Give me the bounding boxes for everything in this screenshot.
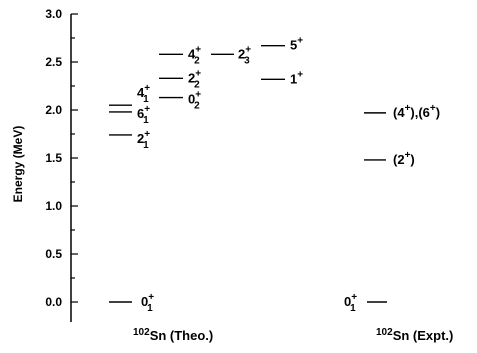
y-axis: 0.0 0.5 1.0 1.5 2.0 2.5 3.0 Energy (MeV) (11, 7, 78, 322)
y-tick-label: 2.0 (45, 103, 62, 117)
level-label: 0+ 1 (141, 292, 154, 314)
y-tick-label: 0.0 (45, 295, 62, 309)
y-tick-label: 2.5 (45, 55, 62, 69)
level-label: (2+) (393, 150, 415, 167)
level-label: 5+ (290, 36, 303, 53)
y-tick-label: 0.5 (45, 247, 62, 261)
level-label: (4+),(6+) (393, 103, 440, 120)
column-label: 102Sn (Theo.) (133, 327, 213, 343)
level-label: 4+ 2 (188, 44, 201, 66)
y-axis-label: Energy (MeV) (11, 126, 25, 203)
level-label: 0+ 1 (344, 292, 357, 314)
y-tick-label: 1.5 (45, 151, 62, 165)
x-labels-group: 102Sn (Theo.) 102Sn (Expt.) (133, 327, 453, 343)
level-label: 6+ 1 (137, 104, 150, 126)
level-label: 0+ 2 (188, 90, 201, 112)
levels-group (109, 44, 387, 303)
level-label: 2+ 2 (188, 68, 201, 90)
level-label: 2+ 3 (238, 44, 251, 66)
y-tick-label: 3.0 (45, 7, 62, 21)
column-label: 102Sn (Expt.) (376, 327, 453, 343)
level-label: 4+ 1 (137, 83, 150, 105)
y-tick-label: 1.0 (45, 199, 62, 213)
labels-group: 0+ 1 2+ 1 6+ 14+ 1 0+ 22+ 2 4+ 2 2+ 3 5+ 1+ 0+ 1 (2+) (4+),… (137, 36, 440, 314)
level-label: 2+ 1 (137, 129, 150, 151)
level-label: 1+ (290, 69, 303, 86)
